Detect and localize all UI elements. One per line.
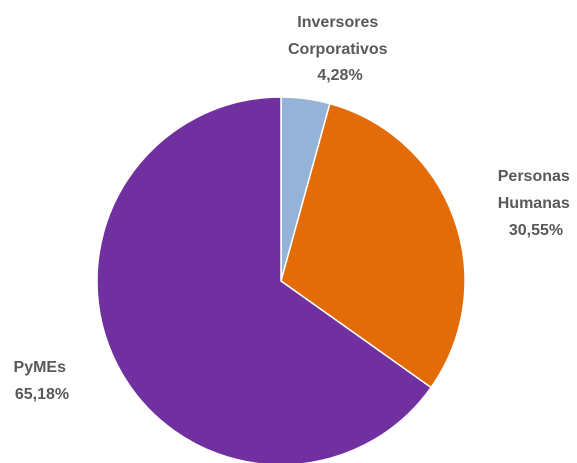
label-personas-humanas: Personas Humanas 30,55% <box>498 168 575 239</box>
label-inversores-corporativos-line2: Corporativos <box>288 41 388 58</box>
label-personas-humanas-line1: Personas <box>498 168 570 185</box>
slice-pymes <box>96 96 433 463</box>
label-pymes-line1: PyMEs <box>14 359 67 376</box>
label-inversores-corporativos: Inversores Corporativos 4,28% <box>288 14 392 84</box>
pie-slices <box>96 96 466 463</box>
label-pymes-value: 65,18% <box>15 386 69 403</box>
label-inversores-corporativos-line1: Inversores <box>297 14 378 31</box>
slice-personas-humanas <box>280 102 466 389</box>
label-inversores-corporativos-value: 4,28% <box>317 67 362 84</box>
label-pymes: PyMEs 65,18% <box>14 359 71 403</box>
pie-labels: Inversores Corporativos 4,28% Personas H… <box>14 14 575 403</box>
label-personas-humanas-line2: Humanas <box>498 195 570 212</box>
label-personas-humanas-value: 30,55% <box>509 222 563 239</box>
